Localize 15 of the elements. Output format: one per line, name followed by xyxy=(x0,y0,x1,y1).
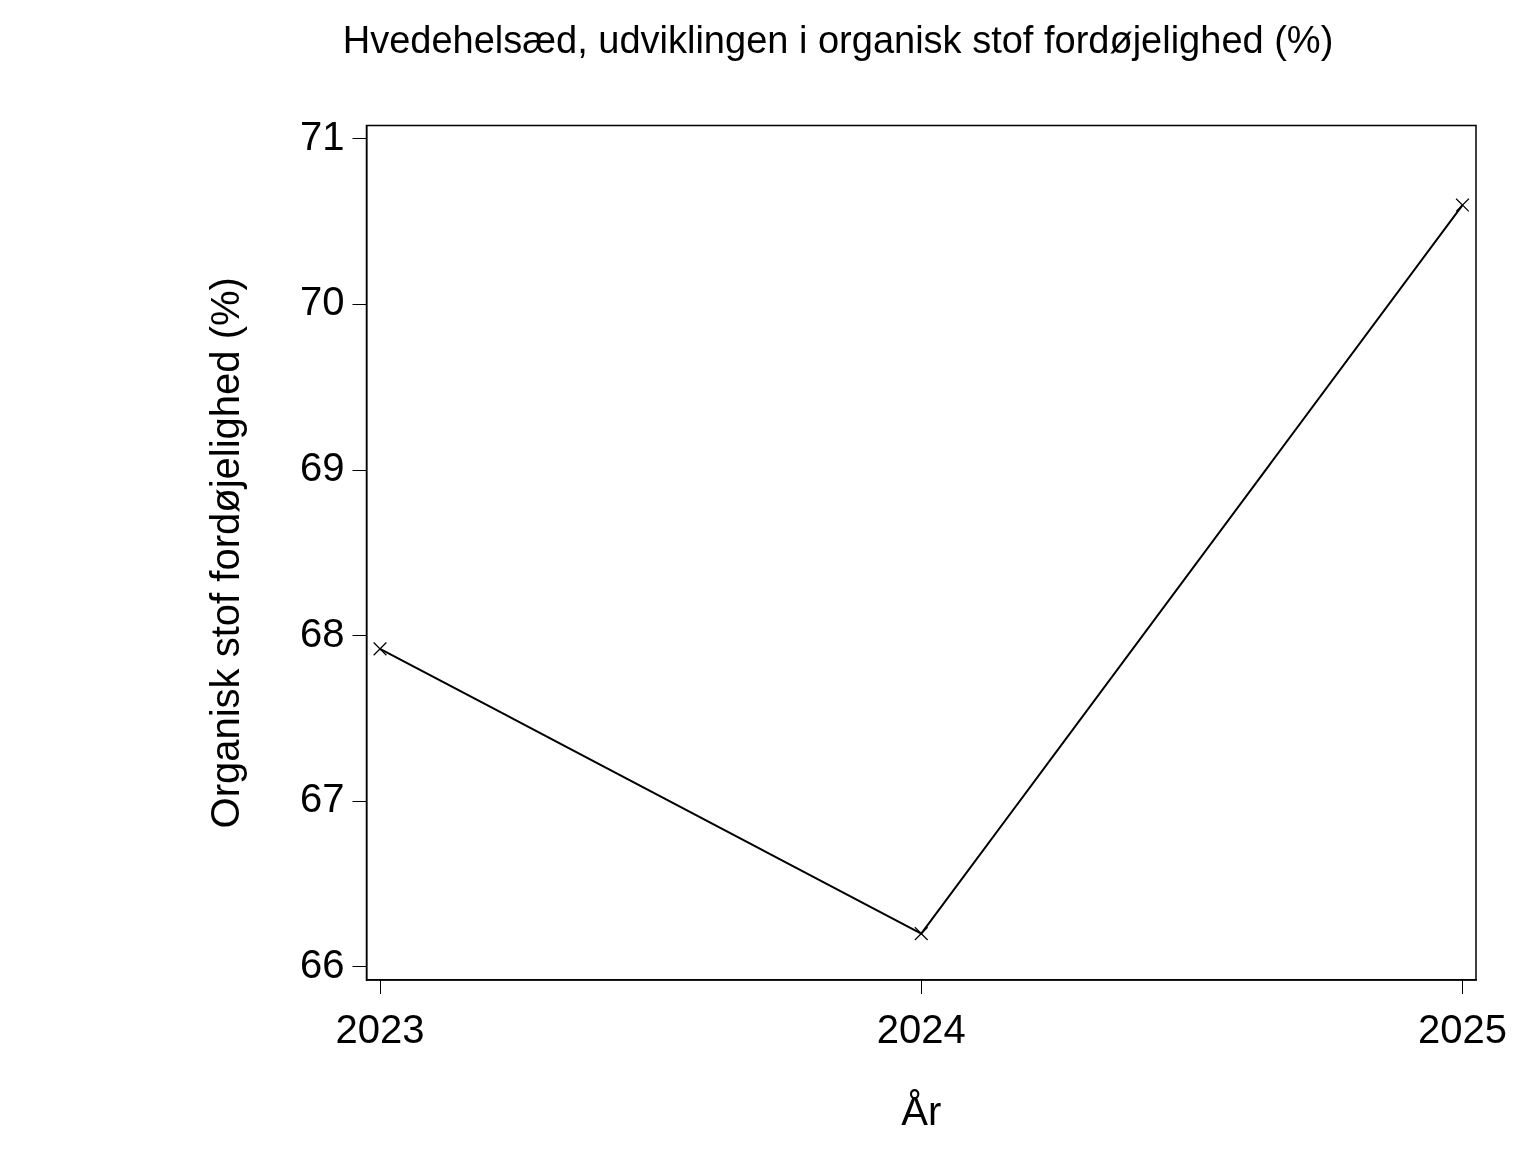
y-tick-label: 67 xyxy=(299,776,345,821)
point xyxy=(1455,198,1470,213)
y-tick-label: 69 xyxy=(299,445,345,490)
x-tick-label: 2023 xyxy=(335,1007,425,1052)
x-axis-title: År xyxy=(901,1089,942,1134)
y-axis-title: Organisk stof fordøjelighed (%) xyxy=(203,277,248,829)
y-tick-label: 68 xyxy=(299,610,345,655)
chart-title: Hvedehelsæd, udviklingen i organisk stof fordøjelighed (%) xyxy=(342,19,1334,62)
point xyxy=(373,641,387,656)
point xyxy=(914,926,929,941)
y-tick-label: 66 xyxy=(299,941,345,986)
y-tick-label: 71 xyxy=(299,113,345,158)
y-tick-label: 70 xyxy=(299,279,345,324)
x-tick-label: 2024 xyxy=(876,1007,966,1052)
x-tick-label: 2025 xyxy=(1417,1007,1507,1052)
